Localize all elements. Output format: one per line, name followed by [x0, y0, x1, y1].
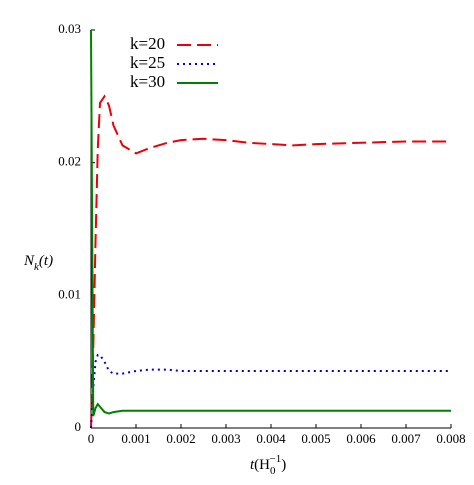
y-tick-label: 0.01: [58, 286, 81, 301]
y-axis-label: Nk(t): [23, 253, 53, 272]
x-tick-label: 0.003: [211, 431, 240, 446]
plot-area: [90, 29, 451, 429]
x-tick-label: 0.007: [391, 431, 421, 446]
x-tick-label: 0: [88, 431, 95, 446]
legend-text: k=20: [130, 34, 165, 53]
series-line: [90, 94, 451, 429]
y-tick-label: 0.02: [58, 154, 81, 169]
x-tick-label: 0.008: [436, 431, 465, 446]
x-tick-label: 0.002: [166, 431, 195, 446]
series-line: [90, 354, 451, 429]
y-tick-label: 0.03: [58, 21, 81, 36]
x-tick-label: 0.005: [301, 431, 330, 446]
x-tick-label: 0.001: [121, 431, 150, 446]
x-tick-label: 0.006: [346, 431, 376, 446]
legend-text: k=25: [130, 53, 165, 72]
series-line: [90, 29, 451, 417]
x-tick-label: 0.004: [256, 431, 286, 446]
x-axis-label: t(H0−1): [250, 453, 286, 477]
y-tick-label: 0: [75, 419, 82, 434]
legend-text: k=30: [130, 72, 165, 91]
